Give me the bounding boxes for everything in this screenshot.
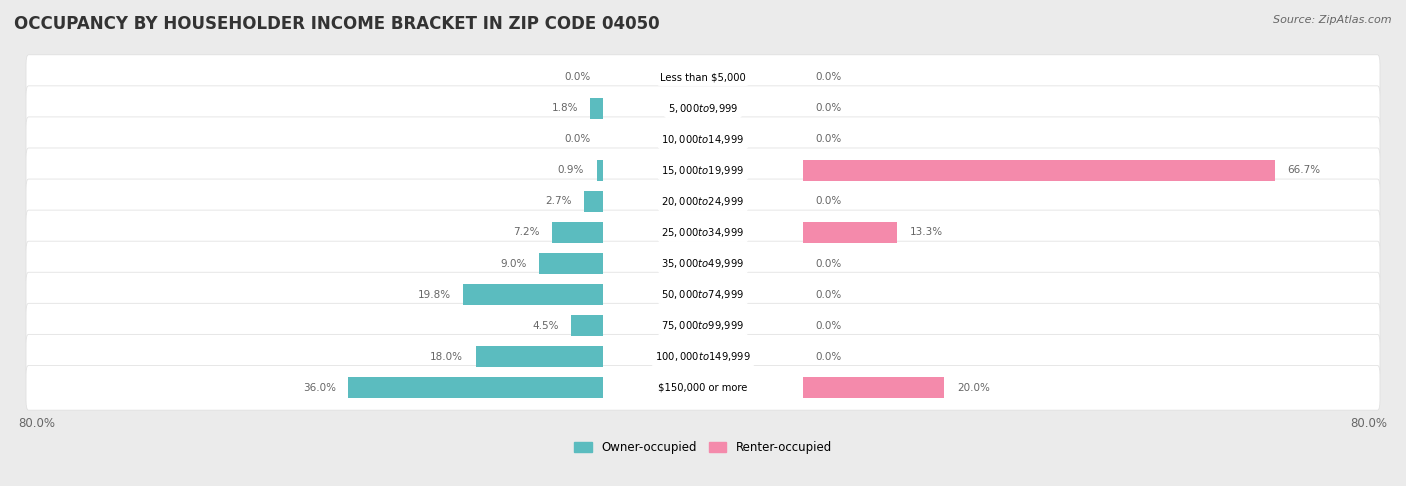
Text: 20.0%: 20.0% (957, 383, 990, 393)
Bar (571, 315, 603, 336)
Text: $25,000 to $34,999: $25,000 to $34,999 (661, 226, 745, 239)
FancyBboxPatch shape (27, 272, 1379, 317)
Text: $50,000 to $74,999: $50,000 to $74,999 (661, 288, 745, 301)
Text: 0.0%: 0.0% (815, 103, 842, 113)
FancyBboxPatch shape (27, 55, 1379, 100)
Text: 0.0%: 0.0% (564, 134, 591, 144)
Bar (463, 284, 603, 305)
Legend: Owner-occupied, Renter-occupied: Owner-occupied, Renter-occupied (569, 436, 837, 459)
FancyBboxPatch shape (27, 86, 1379, 131)
Text: 9.0%: 9.0% (501, 259, 527, 269)
Text: 0.0%: 0.0% (815, 134, 842, 144)
Bar (803, 222, 897, 243)
Bar (349, 377, 603, 399)
Text: $10,000 to $14,999: $10,000 to $14,999 (661, 133, 745, 146)
Text: 66.7%: 66.7% (1288, 165, 1320, 175)
Text: 18.0%: 18.0% (430, 352, 463, 362)
Text: 0.0%: 0.0% (564, 72, 591, 82)
Bar (540, 253, 603, 274)
Text: $75,000 to $99,999: $75,000 to $99,999 (661, 319, 745, 332)
Bar (553, 222, 603, 243)
Text: 0.9%: 0.9% (558, 165, 585, 175)
FancyBboxPatch shape (27, 334, 1379, 379)
FancyBboxPatch shape (27, 210, 1379, 255)
Text: $35,000 to $49,999: $35,000 to $49,999 (661, 257, 745, 270)
Text: 7.2%: 7.2% (513, 227, 540, 238)
Bar (803, 377, 945, 399)
Text: 4.5%: 4.5% (533, 321, 558, 330)
Bar (475, 346, 603, 367)
FancyBboxPatch shape (27, 148, 1379, 193)
Text: 0.0%: 0.0% (815, 196, 842, 207)
FancyBboxPatch shape (27, 117, 1379, 162)
FancyBboxPatch shape (27, 303, 1379, 348)
Text: $150,000 or more: $150,000 or more (658, 383, 748, 393)
FancyBboxPatch shape (27, 179, 1379, 224)
Text: 0.0%: 0.0% (815, 72, 842, 82)
Text: 0.0%: 0.0% (815, 290, 842, 299)
Text: 19.8%: 19.8% (418, 290, 450, 299)
Bar (583, 191, 603, 212)
Bar (591, 98, 603, 119)
Text: 1.8%: 1.8% (551, 103, 578, 113)
Text: $20,000 to $24,999: $20,000 to $24,999 (661, 195, 745, 208)
FancyBboxPatch shape (27, 241, 1379, 286)
Text: Less than $5,000: Less than $5,000 (661, 72, 745, 82)
Text: 0.0%: 0.0% (815, 259, 842, 269)
Text: 36.0%: 36.0% (302, 383, 336, 393)
FancyBboxPatch shape (27, 365, 1379, 410)
Text: 0.0%: 0.0% (815, 321, 842, 330)
Text: 13.3%: 13.3% (910, 227, 942, 238)
Text: OCCUPANCY BY HOUSEHOLDER INCOME BRACKET IN ZIP CODE 04050: OCCUPANCY BY HOUSEHOLDER INCOME BRACKET … (14, 15, 659, 33)
Text: Source: ZipAtlas.com: Source: ZipAtlas.com (1274, 15, 1392, 25)
Bar (596, 160, 603, 181)
Bar (803, 160, 1275, 181)
Text: $100,000 to $149,999: $100,000 to $149,999 (655, 350, 751, 363)
Text: 2.7%: 2.7% (546, 196, 571, 207)
Text: 0.0%: 0.0% (815, 352, 842, 362)
Text: $15,000 to $19,999: $15,000 to $19,999 (661, 164, 745, 177)
Text: $5,000 to $9,999: $5,000 to $9,999 (668, 102, 738, 115)
